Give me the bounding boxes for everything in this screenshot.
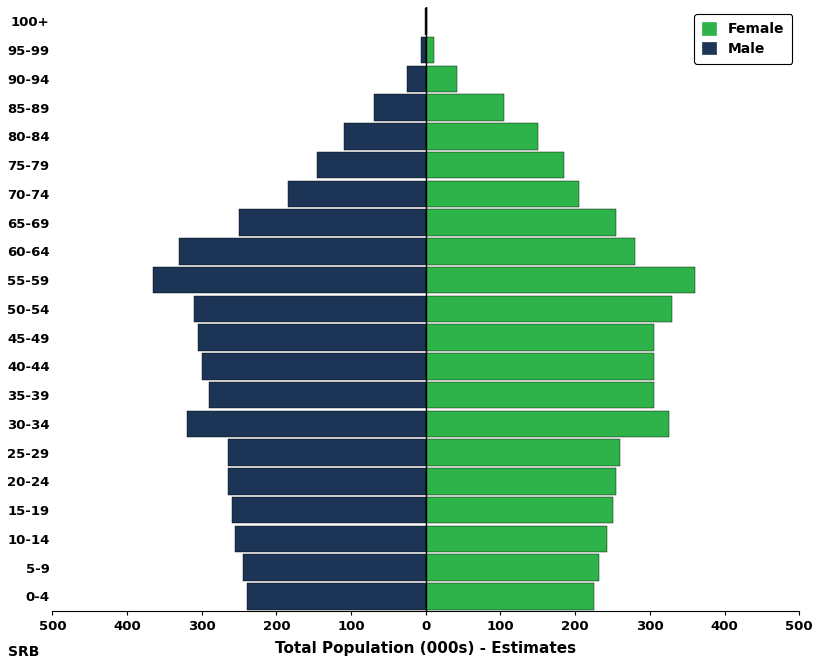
Bar [228, 468, 425, 495]
Bar [235, 526, 425, 552]
Bar [425, 296, 672, 322]
Bar [242, 554, 425, 581]
Bar [425, 152, 563, 178]
Bar [425, 324, 653, 351]
Bar [425, 583, 593, 609]
Bar [373, 94, 425, 121]
Bar [247, 583, 425, 609]
Bar [287, 180, 425, 207]
Text: SRB: SRB [8, 645, 39, 660]
Bar [425, 94, 504, 121]
Bar [425, 37, 433, 63]
Legend: Female, Male: Female, Male [694, 14, 791, 64]
Bar [425, 210, 616, 236]
Bar [179, 238, 425, 265]
Bar [425, 66, 457, 92]
Bar [197, 324, 425, 351]
Bar [425, 353, 653, 379]
Bar [425, 382, 653, 408]
Bar [228, 440, 425, 466]
Bar [425, 267, 694, 293]
Bar [425, 526, 606, 552]
Bar [421, 37, 425, 63]
Bar [425, 410, 667, 437]
Bar [317, 152, 425, 178]
Bar [425, 180, 578, 207]
Bar [153, 267, 425, 293]
Bar [425, 440, 619, 466]
Bar [231, 497, 425, 523]
Bar [187, 410, 425, 437]
Bar [201, 353, 425, 379]
Bar [209, 382, 425, 408]
Bar [425, 497, 612, 523]
Bar [425, 554, 599, 581]
Bar [343, 123, 425, 150]
Bar [425, 8, 427, 34]
Bar [425, 468, 616, 495]
Bar [406, 66, 425, 92]
Bar [194, 296, 425, 322]
X-axis label: Total Population (000s) - Estimates: Total Population (000s) - Estimates [275, 641, 576, 656]
Bar [425, 123, 537, 150]
Bar [425, 238, 634, 265]
Bar [239, 210, 425, 236]
